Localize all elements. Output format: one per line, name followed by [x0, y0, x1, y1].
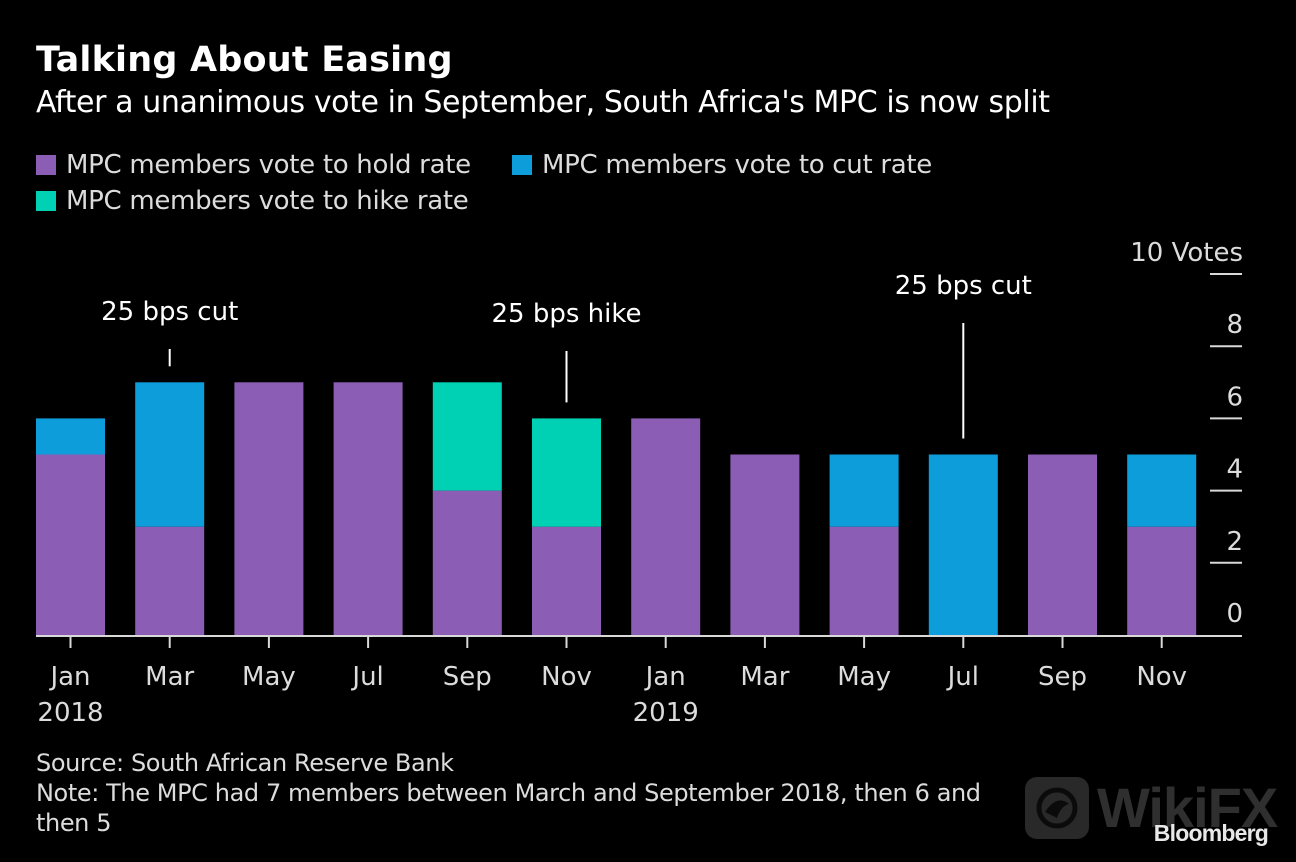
bar-hold-10: [1028, 454, 1097, 635]
x-tick-year-label: 2019: [633, 698, 699, 728]
bar-hold-4: [432, 490, 502, 635]
watermark: WikiFX: [1025, 775, 1278, 840]
x-tick-label: Jan: [48, 662, 90, 692]
watermark-text: WikiFX: [1097, 776, 1278, 839]
bar-cut-0: [36, 418, 105, 455]
bar-hold-5: [532, 526, 601, 635]
legend-label-cut: MPC members vote to cut rate: [542, 150, 932, 180]
y-tick-label: 6: [1226, 382, 1243, 412]
y-tick-label: 4: [1226, 455, 1243, 485]
bar-hike-5: [532, 418, 601, 527]
annotation-label: 25 bps cut: [895, 271, 1032, 301]
bar-hold-7: [730, 454, 800, 635]
legend-label-hold: MPC members vote to hold rate: [66, 150, 471, 180]
chart-subtitle: After a unanimous vote in September, Sou…: [36, 85, 1050, 120]
bar-cut-1: [135, 382, 205, 527]
x-tick-label: Sep: [1038, 662, 1087, 692]
y-tick-label: 0: [1226, 599, 1243, 629]
legend-label-hike: MPC members vote to hike rate: [66, 186, 469, 216]
annotation-label: 25 bps cut: [101, 297, 238, 327]
x-tick-year-label: 2018: [37, 698, 103, 728]
legend-item-hike: MPC members vote to hike rate: [36, 186, 469, 216]
x-tick-label: Jul: [946, 662, 979, 692]
x-tick-label: Mar: [145, 662, 194, 692]
watermark-logo-icon: [1025, 776, 1089, 839]
bar-cut-9: [928, 454, 998, 635]
bar-hold-2: [234, 382, 304, 635]
x-tick-label: Mar: [740, 662, 789, 692]
legend-item-cut: MPC members vote to cut rate: [512, 150, 932, 180]
legend-swatch-hold: [36, 155, 56, 175]
y-tick-label: 10 Votes: [1130, 238, 1243, 268]
chart-footer: Source: South African Reserve Bank Note:…: [36, 748, 1036, 838]
bar-hike-4: [432, 382, 502, 491]
bar-hold-8: [829, 526, 899, 635]
y-tick-label: 8: [1226, 310, 1243, 340]
y-tick-label: 2: [1226, 527, 1243, 557]
x-tick-label: Jan: [644, 662, 686, 692]
legend-item-hold: MPC members vote to hold rate: [36, 150, 471, 180]
bar-cut-11: [1127, 454, 1197, 527]
bar-hold-3: [333, 382, 403, 635]
bar-cut-8: [829, 454, 899, 527]
x-tick-label: Nov: [541, 662, 592, 692]
bar-hold-11: [1127, 526, 1197, 635]
chart-title: Talking About Easing: [36, 40, 453, 80]
x-tick-label: May: [242, 662, 296, 692]
bar-hold-6: [631, 418, 701, 635]
annotation-label: 25 bps hike: [492, 299, 642, 329]
legend-swatch-cut: [512, 155, 532, 175]
source-note: Source: South African Reserve Bank: [36, 749, 454, 777]
footnote: Note: The MPC had 7 members between Marc…: [36, 779, 981, 837]
x-tick-label: May: [837, 662, 891, 692]
x-tick-label: Nov: [1136, 662, 1187, 692]
x-tick-label: Jul: [350, 662, 383, 692]
bar-hold-1: [135, 526, 205, 635]
x-tick-label: Sep: [443, 662, 492, 692]
bar-hold-0: [36, 454, 105, 635]
bloomberg-logo: Bloomberg: [1153, 820, 1269, 846]
legend-swatch-hike: [36, 191, 56, 211]
